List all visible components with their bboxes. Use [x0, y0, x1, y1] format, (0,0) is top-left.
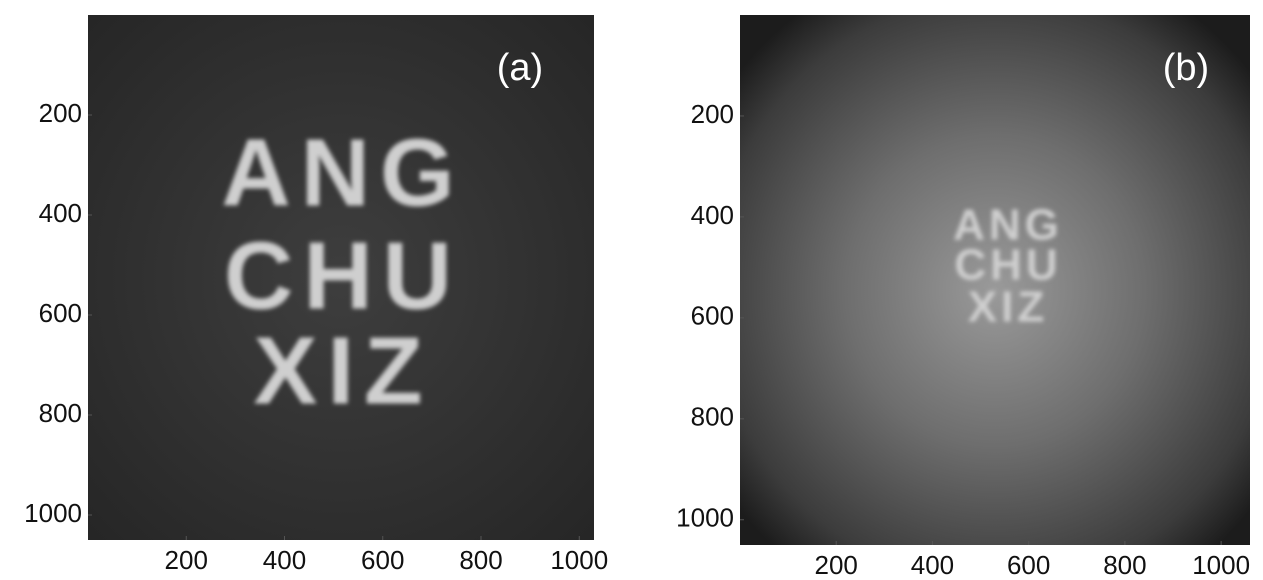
image-text: CHU — [224, 222, 462, 329]
x-tick-label: 600 — [361, 545, 404, 575]
y-tick-label: 400 — [691, 200, 734, 230]
y-tick-label: 200 — [691, 99, 734, 129]
figure: ANGCHUXIZ(a)2004006008001000200400600800… — [0, 0, 1263, 580]
y-tick-label: 600 — [691, 301, 734, 331]
image-text: XIZ — [968, 283, 1048, 332]
image-text: ANG — [221, 119, 464, 226]
x-tick-label: 1000 — [550, 545, 608, 575]
y-tick-label: 800 — [39, 398, 82, 428]
panel-label: (b) — [1163, 47, 1209, 89]
y-tick-label: 1000 — [676, 503, 734, 533]
x-tick-label: 400 — [263, 545, 306, 575]
x-tick-label: 800 — [1103, 550, 1146, 580]
y-tick-label: 1000 — [24, 498, 82, 528]
x-tick-label: 600 — [1007, 550, 1050, 580]
y-tick-label: 400 — [39, 198, 82, 228]
x-tick-label: 1000 — [1192, 550, 1250, 580]
x-tick-label: 800 — [459, 545, 502, 575]
x-tick-label: 200 — [815, 550, 858, 580]
y-tick-label: 800 — [691, 402, 734, 432]
x-tick-label: 200 — [165, 545, 208, 575]
image-text: XIZ — [253, 317, 432, 424]
y-tick-label: 200 — [39, 98, 82, 128]
panel-label: (a) — [497, 47, 543, 89]
y-tick-label: 600 — [39, 298, 82, 328]
x-tick-label: 400 — [911, 550, 954, 580]
